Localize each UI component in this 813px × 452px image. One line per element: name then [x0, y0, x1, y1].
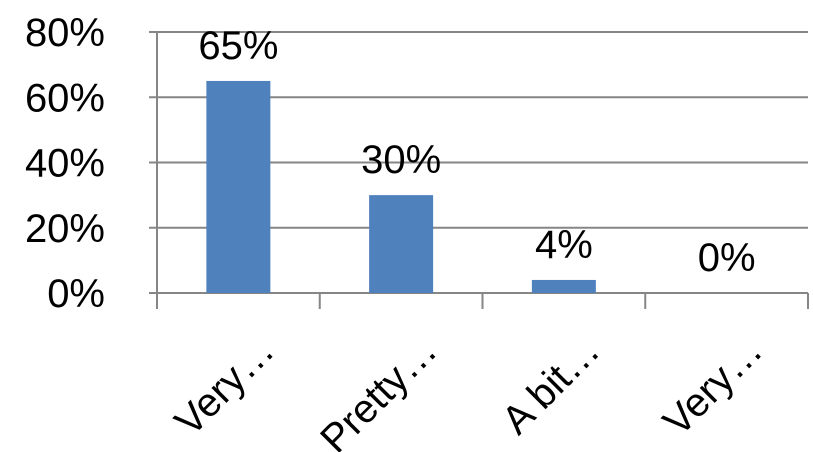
y-tick-label: 80%	[25, 11, 105, 55]
bar	[531, 279, 596, 293]
data-label: 0%	[698, 236, 756, 280]
data-label: 65%	[198, 24, 278, 68]
data-label: 30%	[361, 138, 441, 182]
x-category-label: A bit…	[494, 328, 608, 442]
y-tick-label: 0%	[47, 272, 105, 316]
x-category-label: Very…	[655, 328, 771, 444]
x-category-label: Pretty…	[312, 328, 445, 452]
y-tick-label: 40%	[25, 142, 105, 186]
bar	[206, 80, 271, 293]
y-tick-label: 60%	[25, 76, 105, 120]
x-category-label: Very…	[167, 328, 283, 444]
y-tick-label: 20%	[25, 207, 105, 251]
bars	[206, 80, 596, 293]
data-label: 4%	[535, 223, 593, 267]
bar	[369, 195, 434, 293]
